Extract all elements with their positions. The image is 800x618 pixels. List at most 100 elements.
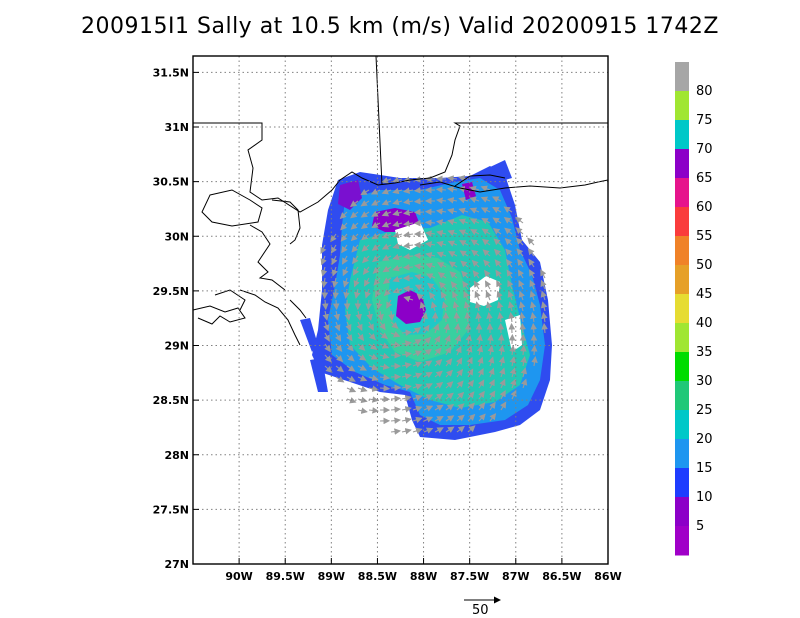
wind-vector: [467, 391, 475, 400]
colorbar-label: 25: [696, 403, 713, 418]
wind-vector: [323, 321, 330, 332]
wind-vector: [540, 301, 548, 312]
wind-vector: [322, 299, 329, 311]
wind-vector: [435, 175, 447, 183]
colorbar-segment: [675, 120, 689, 150]
wind-vector: [469, 196, 480, 203]
wind-vector: [379, 374, 390, 381]
wind-vector: [357, 396, 368, 404]
lon-tick-label: 90W: [225, 570, 252, 583]
wind-vector: [456, 357, 463, 367]
wind-vector: [392, 276, 403, 283]
wind-vector: [363, 277, 371, 287]
wind-vector: [434, 393, 444, 400]
wind-vector: [390, 417, 401, 424]
wind-vector: [412, 405, 423, 412]
lon-tick-label: 88.5W: [358, 570, 397, 583]
wind-vector: [436, 197, 447, 204]
wind-vector: [382, 266, 392, 273]
wind-vector: [361, 233, 370, 241]
wind-vector: [498, 356, 506, 367]
wind-vector: [540, 279, 547, 290]
wind-vector: [495, 269, 502, 279]
wind-vector: [392, 287, 403, 294]
wind-vector: [414, 263, 425, 270]
wind-vector: [360, 222, 370, 229]
wind-vector: [381, 177, 392, 184]
wind-vector: [419, 301, 426, 312]
wind-vector: [434, 335, 441, 345]
wind-vector: [529, 301, 537, 312]
wind-vector: [412, 372, 423, 379]
wind-vector: [445, 415, 455, 422]
wind-vector: [471, 249, 480, 257]
colorbar-segment: [675, 149, 689, 179]
wind-vector: [345, 321, 352, 332]
wind-vector: [433, 323, 440, 334]
colorbar-segment: [675, 410, 689, 440]
wind-vector: [379, 332, 389, 340]
wind-vector: [493, 248, 502, 257]
wind-vector: [322, 310, 329, 321]
wind-vector: [510, 389, 517, 400]
wind-vector: [354, 288, 361, 299]
wind-vector: [413, 187, 425, 194]
colorbar-label: 40: [696, 316, 713, 331]
colorbar-segment: [675, 294, 689, 324]
wind-vector: [509, 356, 516, 367]
colorbar-label: 45: [696, 287, 713, 302]
wind-vector: [392, 198, 403, 206]
lat-tick-label: 28N: [164, 449, 189, 462]
wind-vector: [445, 381, 454, 389]
wind-vector: [530, 344, 538, 356]
wind-vector: [470, 239, 480, 246]
wind-vector: [403, 198, 414, 205]
wind-vector: [520, 356, 527, 367]
wind-vector: [447, 218, 458, 226]
wind-vector: [403, 220, 414, 227]
wind-vector: [402, 263, 414, 271]
wind-vector: [412, 327, 422, 334]
wind-vector: [505, 248, 513, 257]
wind-vector: [427, 282, 436, 290]
wind-vector: [484, 269, 491, 279]
wind-vector: [487, 356, 495, 367]
colorbar-label: 15: [696, 461, 713, 476]
wind-vector: [480, 185, 491, 192]
wind-vector: [515, 227, 524, 235]
wind-vector: [362, 255, 370, 264]
wind-vector: [478, 413, 486, 422]
reference-vector-label: 50: [472, 603, 489, 618]
wind-vector: [430, 301, 438, 312]
wind-vector: [467, 413, 476, 422]
wind-vector: [461, 270, 469, 279]
wind-vector: [414, 273, 425, 281]
wind-vector: [492, 196, 502, 203]
wind-vector: [515, 216, 524, 224]
wind-vector: [481, 228, 491, 235]
wind-vector: [425, 241, 436, 248]
wind-vector: [434, 382, 444, 389]
wind-vector: [476, 345, 484, 356]
wind-vector: [350, 211, 359, 219]
colorbar-label: 60: [696, 200, 713, 215]
wind-vector: [414, 284, 425, 291]
wind-vector: [448, 251, 458, 258]
wind-speed-field: [300, 160, 552, 440]
wind-vector: [436, 229, 447, 237]
wind-vector: [320, 266, 328, 277]
wind-vector: [403, 242, 414, 249]
wind-vector: [470, 229, 480, 236]
wind-vector: [456, 425, 465, 433]
wind-vector: [412, 339, 422, 346]
wind-vector: [362, 266, 370, 275]
wind-vector: [383, 288, 392, 297]
wind-vector: [403, 253, 414, 260]
wind-vector: [381, 188, 392, 195]
wind-vector: [423, 427, 434, 434]
wind-vector: [321, 277, 328, 288]
wind-vector: [423, 394, 434, 401]
lat-tick-label: 28.5N: [153, 394, 189, 407]
wind-vector: [371, 233, 381, 240]
wind-vector: [431, 311, 439, 323]
